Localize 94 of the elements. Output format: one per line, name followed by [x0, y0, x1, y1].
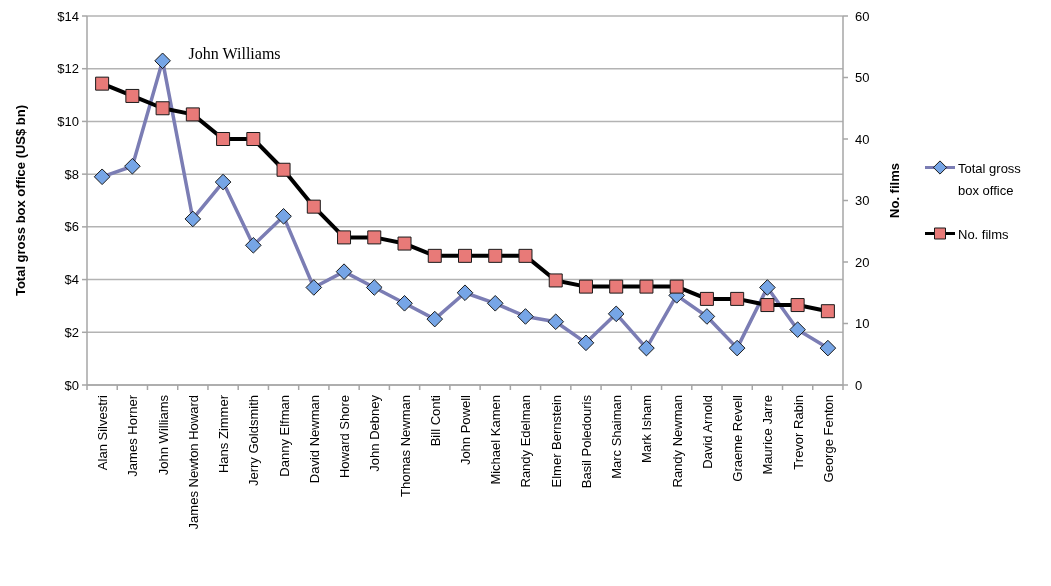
x-tick-label: Michael Kamen — [488, 395, 504, 485]
x-tick-label: Basil Poledouris — [578, 394, 594, 489]
y-tick-label: $6 — [64, 219, 79, 235]
point — [93, 168, 111, 186]
x-tick-label: Danny Elfman — [276, 395, 292, 477]
x-tick-label: Elmer Bernstein — [548, 395, 564, 488]
x-tick-label: James Newton Howard — [185, 395, 201, 530]
point — [669, 279, 684, 294]
x-tick-label: Maurice Jarre — [760, 395, 776, 475]
x-tick-label: Hans Zimmer — [216, 394, 232, 474]
x-tick-label: Alan Silvestri — [95, 394, 111, 471]
point — [365, 279, 383, 296]
point — [607, 305, 625, 323]
point — [124, 157, 141, 175]
x-tick-label: Randy Newman — [669, 395, 685, 488]
point — [275, 208, 292, 225]
x-tick-label: David Arnold — [699, 395, 715, 469]
point — [276, 162, 291, 177]
y-tick-label: $10 — [57, 113, 79, 129]
y2-axis-title: No. films — [886, 163, 902, 218]
point — [396, 294, 413, 312]
point — [486, 294, 504, 312]
point — [367, 230, 382, 245]
x-tick-label: Howard Shore — [337, 395, 353, 479]
legend-label: No. films — [958, 226, 1010, 241]
point — [819, 339, 837, 357]
y2-tick-label: 40 — [855, 131, 870, 147]
x-tick-label: John Williams — [155, 394, 171, 476]
point — [125, 88, 140, 103]
point — [578, 279, 593, 294]
y2-tick-label: 10 — [855, 316, 870, 331]
y-tick-label: $2 — [64, 324, 79, 340]
x-tick-label: Marc Shaiman — [609, 395, 625, 479]
x-tick-label: Bill Conti — [427, 394, 443, 447]
point — [184, 210, 202, 228]
point — [638, 339, 655, 357]
point — [639, 279, 654, 294]
x-tick-label: Graeme Revell — [730, 394, 746, 482]
x-tick-label: John Debney — [367, 394, 383, 472]
point — [730, 291, 745, 306]
point — [760, 298, 775, 313]
point — [518, 248, 533, 263]
x-tick-label: David Newman — [306, 395, 322, 484]
point — [214, 173, 232, 191]
point — [456, 284, 474, 302]
y2-tick-label: 30 — [855, 193, 870, 208]
point — [185, 107, 200, 122]
point — [427, 248, 442, 263]
point — [759, 279, 776, 296]
point — [337, 230, 352, 245]
point — [699, 291, 714, 306]
point — [155, 101, 170, 116]
legend-label: Total gross box office — [958, 160, 1022, 197]
y-tick-label: $14 — [57, 8, 79, 24]
point — [698, 308, 716, 325]
point — [548, 273, 563, 288]
point — [154, 52, 171, 70]
y-tick-label: $12 — [57, 61, 79, 77]
point — [789, 321, 806, 338]
y2-tick-label: 50 — [855, 70, 870, 85]
point — [458, 248, 472, 263]
y2-tick-label: 20 — [855, 254, 870, 270]
y2-tick-label: 0 — [855, 377, 863, 393]
point — [790, 298, 805, 313]
point — [306, 199, 321, 214]
point — [728, 339, 746, 357]
y-axis-title: Total gross box office (US$ bn) — [12, 104, 28, 297]
point — [335, 263, 353, 280]
x-tick-label: George Fenton — [820, 395, 836, 483]
point — [216, 132, 231, 146]
x-tick-label: James Horner — [125, 394, 141, 477]
x-tick-label: John Powell — [458, 394, 473, 466]
x-tick-label: Randy Edelman — [518, 395, 534, 488]
point — [820, 304, 835, 319]
x-tick-label: Thomas Newman — [397, 395, 413, 497]
point — [547, 313, 565, 331]
annotation: John Williams — [188, 45, 281, 63]
point — [245, 237, 262, 254]
y-tick-label: $0 — [64, 377, 79, 393]
point — [577, 334, 595, 352]
x-tick-label: Jerry Goldsmith — [246, 395, 262, 487]
point — [397, 236, 412, 251]
point — [609, 279, 624, 294]
x-tick-label: Trevor Rabin — [790, 395, 806, 470]
point — [488, 248, 503, 263]
y-tick-label: $4 — [64, 272, 79, 288]
point — [517, 308, 534, 325]
point — [305, 279, 323, 296]
y2-tick-label: 60 — [855, 8, 870, 24]
y-tick-label: $8 — [64, 166, 79, 182]
point — [246, 132, 261, 146]
point — [426, 310, 444, 328]
point — [95, 76, 110, 91]
x-tick-label: Mark Isham — [639, 395, 655, 463]
